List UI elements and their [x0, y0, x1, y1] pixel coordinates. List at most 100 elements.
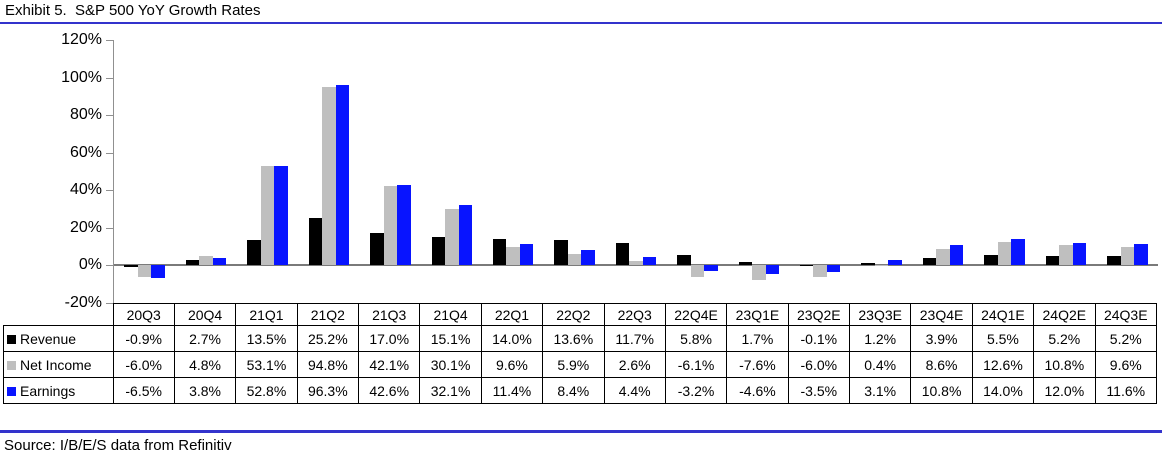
- y-axis-label--20-: -20%: [64, 294, 102, 311]
- col-header-22q4e: 22Q4E: [664, 303, 728, 326]
- bar-net-income-23q4e: [936, 249, 950, 266]
- col-header-24q3e: 24Q3E: [1094, 303, 1157, 326]
- data-table: 20Q3 20Q4 21Q1 21Q2 21Q3 21Q4 22Q1 22Q2 22Q3 22Q4…: [3, 303, 1157, 404]
- bar-revenue-21q1: [247, 240, 261, 266]
- cell-earnings-22q3: 4.4%: [603, 377, 666, 404]
- cell-earnings-22q2: 8.4%: [542, 377, 605, 404]
- bar-earnings-23q1e: [765, 265, 780, 275]
- y-axis-tick: [106, 152, 113, 154]
- y-axis-tick: [106, 303, 113, 304]
- bar-earnings-23q2e: [826, 265, 841, 272]
- bar-net-income-24q2e: [1059, 245, 1073, 266]
- cell-revenue-21q2: 25.2%: [296, 325, 360, 352]
- col-header-24q1e: 24Q1E: [971, 303, 1035, 326]
- col-header-21q1: 21Q1: [235, 303, 298, 326]
- legend-cell-net-income: Net Income: [3, 351, 114, 378]
- bar-earnings-22q1: [519, 244, 534, 266]
- cell-revenue-21q1: 13.5%: [235, 325, 298, 352]
- cell-net-income-23q3e: 0.4%: [848, 351, 912, 378]
- bar-earnings-23q4e: [949, 245, 964, 266]
- bar-earnings-20q3: [151, 265, 165, 278]
- legend-label-revenue: Revenue: [20, 330, 77, 347]
- cell-earnings-24q2e: 12.0%: [1033, 377, 1096, 404]
- bar-revenue-23q3e: [861, 263, 875, 266]
- bar-earnings-21q1: [274, 166, 288, 266]
- bar-revenue-22q2: [554, 239, 568, 266]
- y-axis-tick: [106, 77, 113, 79]
- cell-earnings-24q1e: 14.0%: [971, 377, 1035, 404]
- cell-revenue-22q3: 11.7%: [603, 325, 666, 352]
- bar-net-income-20q3: [137, 265, 152, 277]
- data-table-wrap: 20Q3 20Q4 21Q1 21Q2 21Q3 21Q4 22Q1 22Q2 22Q3 22Q4…: [3, 303, 1157, 404]
- y-axis-tick: [106, 265, 113, 267]
- cell-net-income-21q2: 94.8%: [296, 351, 360, 378]
- col-header-21q2: 21Q2: [296, 303, 360, 326]
- bar-net-income-22q4e: [690, 265, 705, 277]
- bar-earnings-23q3e: [888, 259, 902, 266]
- col-header-22q1: 22Q1: [480, 303, 544, 326]
- legend-cell-earnings: Earnings: [3, 377, 114, 404]
- cell-net-income-23q1e: -7.6%: [726, 351, 789, 378]
- col-header-22q3: 22Q3: [603, 303, 666, 326]
- plot-area: [113, 40, 1158, 303]
- cell-earnings-20q4: 3.8%: [173, 377, 237, 404]
- cell-earnings-21q2: 96.3%: [296, 377, 360, 404]
- bar-revenue-21q2: [308, 218, 323, 266]
- cell-net-income-21q3: 42.1%: [357, 351, 421, 378]
- cell-earnings-21q3: 42.6%: [357, 377, 421, 404]
- bar-revenue-21q4: [431, 237, 445, 266]
- bar-revenue-22q4e: [677, 254, 691, 266]
- y-axis-label-0-: 0%: [78, 256, 102, 274]
- col-header-22q2: 22Q2: [542, 303, 605, 326]
- bar-earnings-21q3: [397, 185, 411, 266]
- cell-revenue-24q1e: 5.5%: [971, 325, 1035, 352]
- legend-swatch-icon-net-income: [7, 360, 16, 370]
- bar-net-income-23q2e: [813, 265, 827, 277]
- cell-revenue-20q3: -0.9%: [112, 325, 175, 352]
- cell-net-income-23q2e: -6.0%: [787, 351, 851, 378]
- bar-earnings-20q4: [212, 258, 227, 266]
- bar-earnings-24q2e: [1072, 242, 1087, 266]
- bar-revenue-22q1: [492, 239, 507, 266]
- cell-earnings-20q3: -6.5%: [112, 377, 175, 404]
- bar-earnings-22q2: [581, 249, 595, 266]
- y-axis-label-100-: 100%: [61, 68, 102, 86]
- bar-net-income-23q3e: [874, 264, 889, 266]
- y-axis-tick: [106, 227, 113, 229]
- cell-revenue-23q2e: -0.1%: [787, 325, 851, 352]
- title-rule: [0, 22, 1162, 24]
- cell-net-income-22q2: 5.9%: [542, 351, 605, 378]
- col-header-20q3: 20Q3: [112, 303, 175, 326]
- cell-revenue-24q3e: 5.2%: [1094, 325, 1157, 352]
- bar-earnings-22q3: [642, 257, 657, 266]
- bar-earnings-22q4e: [704, 265, 718, 272]
- bar-revenue-24q3e: [1107, 255, 1121, 266]
- cell-net-income-22q4e: -6.1%: [664, 351, 728, 378]
- bar-revenue-20q4: [185, 260, 200, 266]
- bar-revenue-20q3: [124, 265, 138, 268]
- cell-net-income-24q1e: 12.6%: [971, 351, 1035, 378]
- col-header-21q3: 21Q3: [357, 303, 421, 326]
- bar-net-income-22q2: [567, 254, 582, 266]
- cell-revenue-22q4e: 5.8%: [664, 325, 728, 352]
- cell-earnings-21q4: 32.1%: [419, 377, 482, 404]
- bar-net-income-24q1e: [997, 241, 1012, 266]
- bar-revenue-23q1e: [738, 262, 753, 266]
- legend-swatch-icon-revenue: [7, 334, 16, 344]
- footer-rule: [0, 430, 1162, 433]
- bar-earnings-21q4: [458, 205, 472, 266]
- cell-net-income-21q4: 30.1%: [419, 351, 482, 378]
- cell-earnings-22q4e: -3.2%: [664, 377, 728, 404]
- cell-net-income-20q4: 4.8%: [173, 351, 237, 378]
- table-row-earnings: Earnings -6.5% 3.8% 52.8% 96.3% 42.6% 32.1% 11.…: [3, 377, 1157, 404]
- bar-revenue-21q3: [370, 233, 384, 266]
- cell-revenue-23q4e: 3.9%: [910, 325, 973, 352]
- bar-earnings-21q2: [335, 84, 350, 266]
- legend-cell-revenue: Revenue: [3, 325, 114, 352]
- bar-net-income-21q2: [322, 87, 336, 266]
- cell-net-income-24q2e: 10.8%: [1033, 351, 1096, 378]
- col-header-21q4: 21Q4: [419, 303, 482, 326]
- y-axis-tick: [106, 115, 113, 117]
- bar-net-income-22q1: [506, 247, 520, 266]
